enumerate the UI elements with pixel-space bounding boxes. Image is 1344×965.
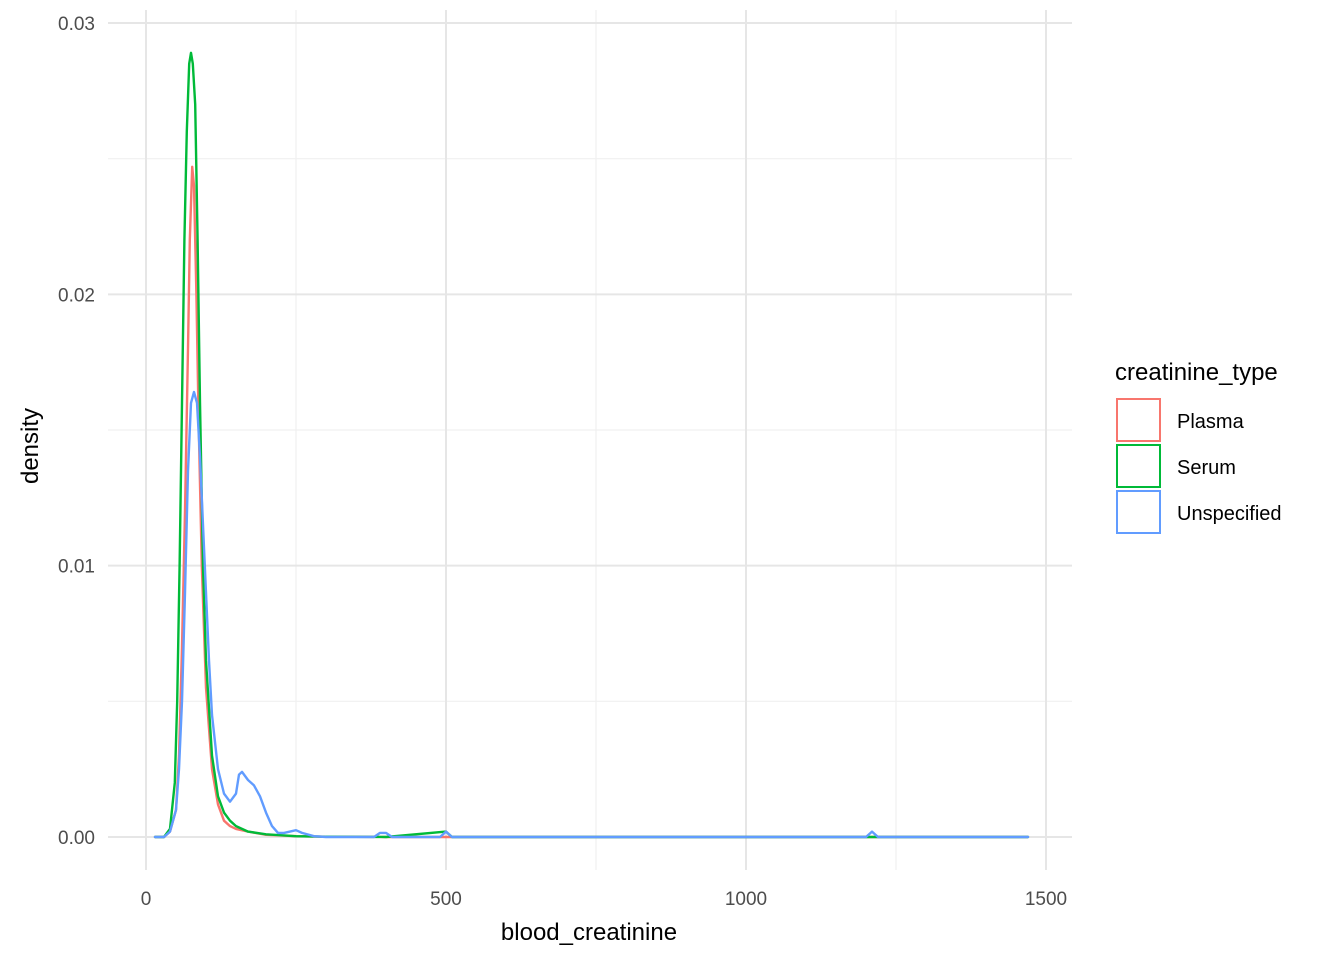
x-tick-label: 1500 (1025, 889, 1067, 910)
legend-key (1116, 444, 1161, 488)
legend-label: Unspecified (1177, 503, 1282, 525)
density-series (153, 51, 1030, 839)
major-gridlines (108, 10, 1072, 870)
y-tick-label: 0.02 (58, 285, 95, 306)
x-tick-label: 1000 (725, 889, 767, 910)
x-axis-ticks: 0 500 1000 1500 (141, 889, 1067, 910)
y-axis-ticks: 0.00 0.01 0.02 0.03 (58, 14, 95, 849)
legend-item-plasma: Plasma (1116, 398, 1245, 442)
legend: creatinine_type Plasma Serum Unspecified (1115, 359, 1282, 534)
series-line-serum (153, 51, 1030, 839)
legend-key (1116, 398, 1161, 442)
y-tick-label: 0.01 (58, 557, 95, 578)
series-line-plasma (153, 165, 1030, 839)
legend-item-unspecified: Unspecified (1116, 490, 1282, 534)
x-tick-label: 0 (141, 889, 152, 910)
legend-item-serum: Serum (1116, 444, 1236, 488)
y-tick-label: 0.03 (58, 14, 95, 35)
x-axis-title: blood_creatinine (501, 919, 677, 946)
legend-items: Plasma Serum Unspecified (1116, 398, 1282, 534)
y-tick-label: 0.00 (58, 828, 95, 849)
legend-label: Serum (1177, 457, 1236, 479)
y-axis-title: density (17, 408, 44, 484)
minor-gridlines (108, 10, 1072, 870)
legend-title: creatinine_type (1115, 359, 1278, 386)
series-line-unspecified (153, 390, 1030, 839)
x-tick-label: 500 (430, 889, 462, 910)
legend-label: Plasma (1177, 411, 1245, 433)
legend-key (1116, 490, 1161, 534)
